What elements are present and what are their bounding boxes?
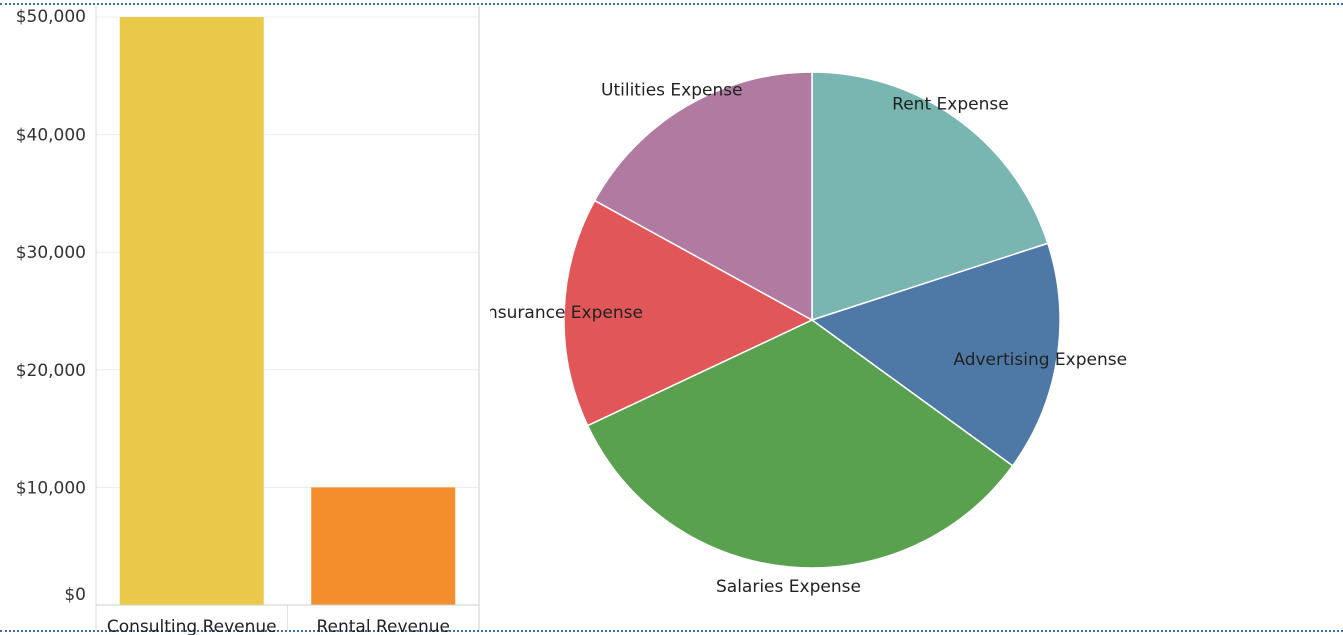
y-tick-label: $20,000	[16, 361, 86, 381]
top-dotted-border	[0, 3, 1343, 5]
x-category-label: Rental Revenue	[316, 617, 450, 635]
y-tick-label: $30,000	[16, 243, 86, 263]
bar-rental-revenue[interactable]	[311, 487, 456, 605]
slice-utilities-expense[interactable]	[593, 71, 813, 322]
y-tick-label: $10,000	[16, 478, 86, 498]
slice-rent-expense[interactable]	[811, 71, 1049, 322]
slice-label: Rent Expense	[892, 94, 1009, 114]
expense-pie-chart: Rent Expense Advertising Expense Salaries …	[490, 71, 1127, 597]
slice-salaries-expense[interactable]	[586, 319, 1014, 569]
slice-label: Utilities Expense	[601, 80, 743, 100]
slice-label: Insurance Expense	[490, 303, 643, 323]
slice-label: Salaries Expense	[716, 577, 861, 597]
bottom-dotted-border	[0, 630, 1343, 632]
y-tick-label: $0	[64, 585, 86, 605]
slice-insurance-expense[interactable]	[563, 199, 814, 427]
slice-label: Advertising Expense	[953, 350, 1127, 370]
y-tick-label: $50,000	[16, 7, 86, 27]
x-category-label: Consulting Revenue	[107, 617, 277, 635]
bar-consulting-revenue[interactable]	[119, 17, 264, 605]
y-tick-label: $40,000	[16, 126, 86, 146]
slice-advertising-expense[interactable]	[810, 242, 1061, 467]
revenue-bar-chart: $0 $10,000 $20,000 $30,000 $40,000 $50,000 Con…	[16, 6, 480, 635]
